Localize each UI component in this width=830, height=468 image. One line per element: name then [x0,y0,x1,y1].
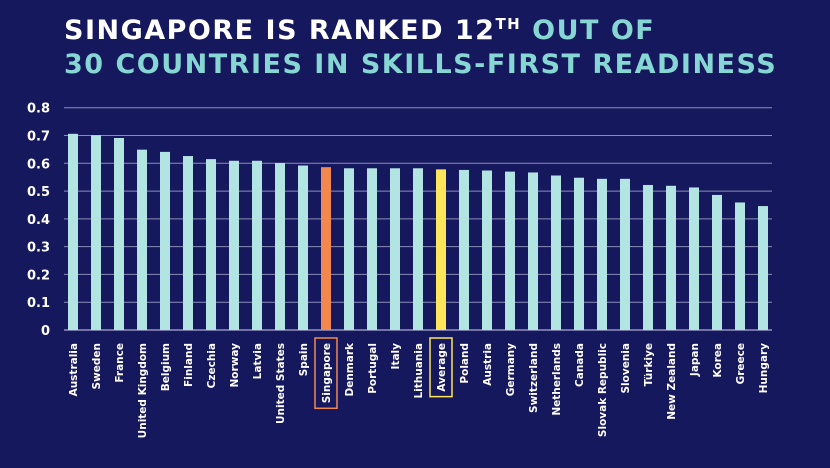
x-tick-label: Latvia [252,343,264,379]
title-accent-1: OUT OF [521,15,656,46]
highlight-box-singapore [314,337,338,410]
bar-belgium [160,151,170,330]
x-tick-label: France [114,343,126,383]
x-tick-label: United Kingdom [137,343,149,438]
x-tick-label: Korea [712,343,724,378]
bar-japan [689,187,699,330]
bar-slovenia [620,178,630,330]
bar-new-zealand [666,185,676,330]
bar-average [436,169,446,330]
x-tick-label: Norway [229,343,241,388]
bar-czechia [206,159,216,330]
bar-netherlands [551,175,561,330]
bar-germany [505,171,515,330]
x-tick-label: Belgium [160,343,172,391]
x-tick-label: Spain [298,343,310,376]
bar-austria [482,170,492,330]
highlight-box-average [429,337,453,398]
y-tick-label: 0.7 [27,129,50,144]
x-tick-label: Portugal [367,343,379,394]
x-tick-label: Singapore [321,343,333,403]
x-tick-label: Netherlands [551,343,563,416]
title-accent-2: 30 COUNTRIES IN SKILLS-FIRST READINESS [64,49,778,80]
chart-title: SINGAPORE IS RANKED 12TH OUT OF 30 COUNT… [64,14,777,82]
y-tick-label: 0.5 [27,185,50,200]
bar-italy [390,168,400,330]
bar-finland [183,156,193,330]
x-tick-label: Slovak Republic [597,343,609,437]
bar-norway [229,160,239,330]
bar-slovak-republic [597,178,607,330]
bar-greece [735,202,745,330]
x-tick-label: Sweden [91,343,103,390]
y-tick-label: 0.4 [27,213,50,228]
x-tick-label: Switzerland [528,343,540,413]
y-tick-label: 0.8 [27,102,50,117]
bar-switzerland [528,172,538,330]
x-tick-label: Australia [68,343,80,396]
x-tick-label: Average [436,343,448,392]
x-tick-label: Italy [390,343,402,370]
x-tick-label: Greece [735,343,747,384]
x-tick-label: Slovenia [620,343,632,394]
title-superscript: TH [495,15,522,33]
y-tick-label: 0 [41,324,50,339]
x-tick-label: Germany [505,343,517,396]
bar-latvia [252,160,262,330]
bar-canada [574,177,584,330]
x-tick-label: Poland [459,343,471,384]
bar-korea [712,194,722,330]
y-tick-label: 0.3 [27,241,50,256]
bar-sweden [91,135,101,330]
title-white: SINGAPORE IS RANKED 12 [64,15,496,46]
y-tick-label: 0.1 [27,296,50,311]
bar-singapore [321,167,331,330]
x-tick-label: Canada [574,343,586,387]
bar-portugal [367,168,377,330]
x-tick-label: Austria [482,343,494,386]
y-tick-label: 0.6 [27,157,50,172]
x-tick-label: New Zealand [666,343,678,420]
x-tick-label: Lithuania [413,343,425,399]
bar-t-rkiye [643,184,653,330]
y-tick-label: 0.2 [27,268,50,283]
bar-australia [68,133,78,330]
x-tick-label: Hungary [758,343,770,394]
bar-spain [298,165,308,330]
x-tick-label: Finland [183,343,195,387]
bar-france [114,137,124,330]
x-tick-label: Czechia [206,343,218,388]
bar-hungary [758,206,768,330]
bar-denmark [344,168,354,330]
bar-united-states [275,162,285,330]
x-tick-label: Japan [689,343,701,377]
bar-lithuania [413,168,423,330]
x-tick-label: Türkiye [643,343,655,386]
x-tick-label: United States [275,343,287,424]
x-tick-label: Denmark [344,342,356,397]
bar-united-kingdom [137,149,147,330]
bar-poland [459,169,469,330]
